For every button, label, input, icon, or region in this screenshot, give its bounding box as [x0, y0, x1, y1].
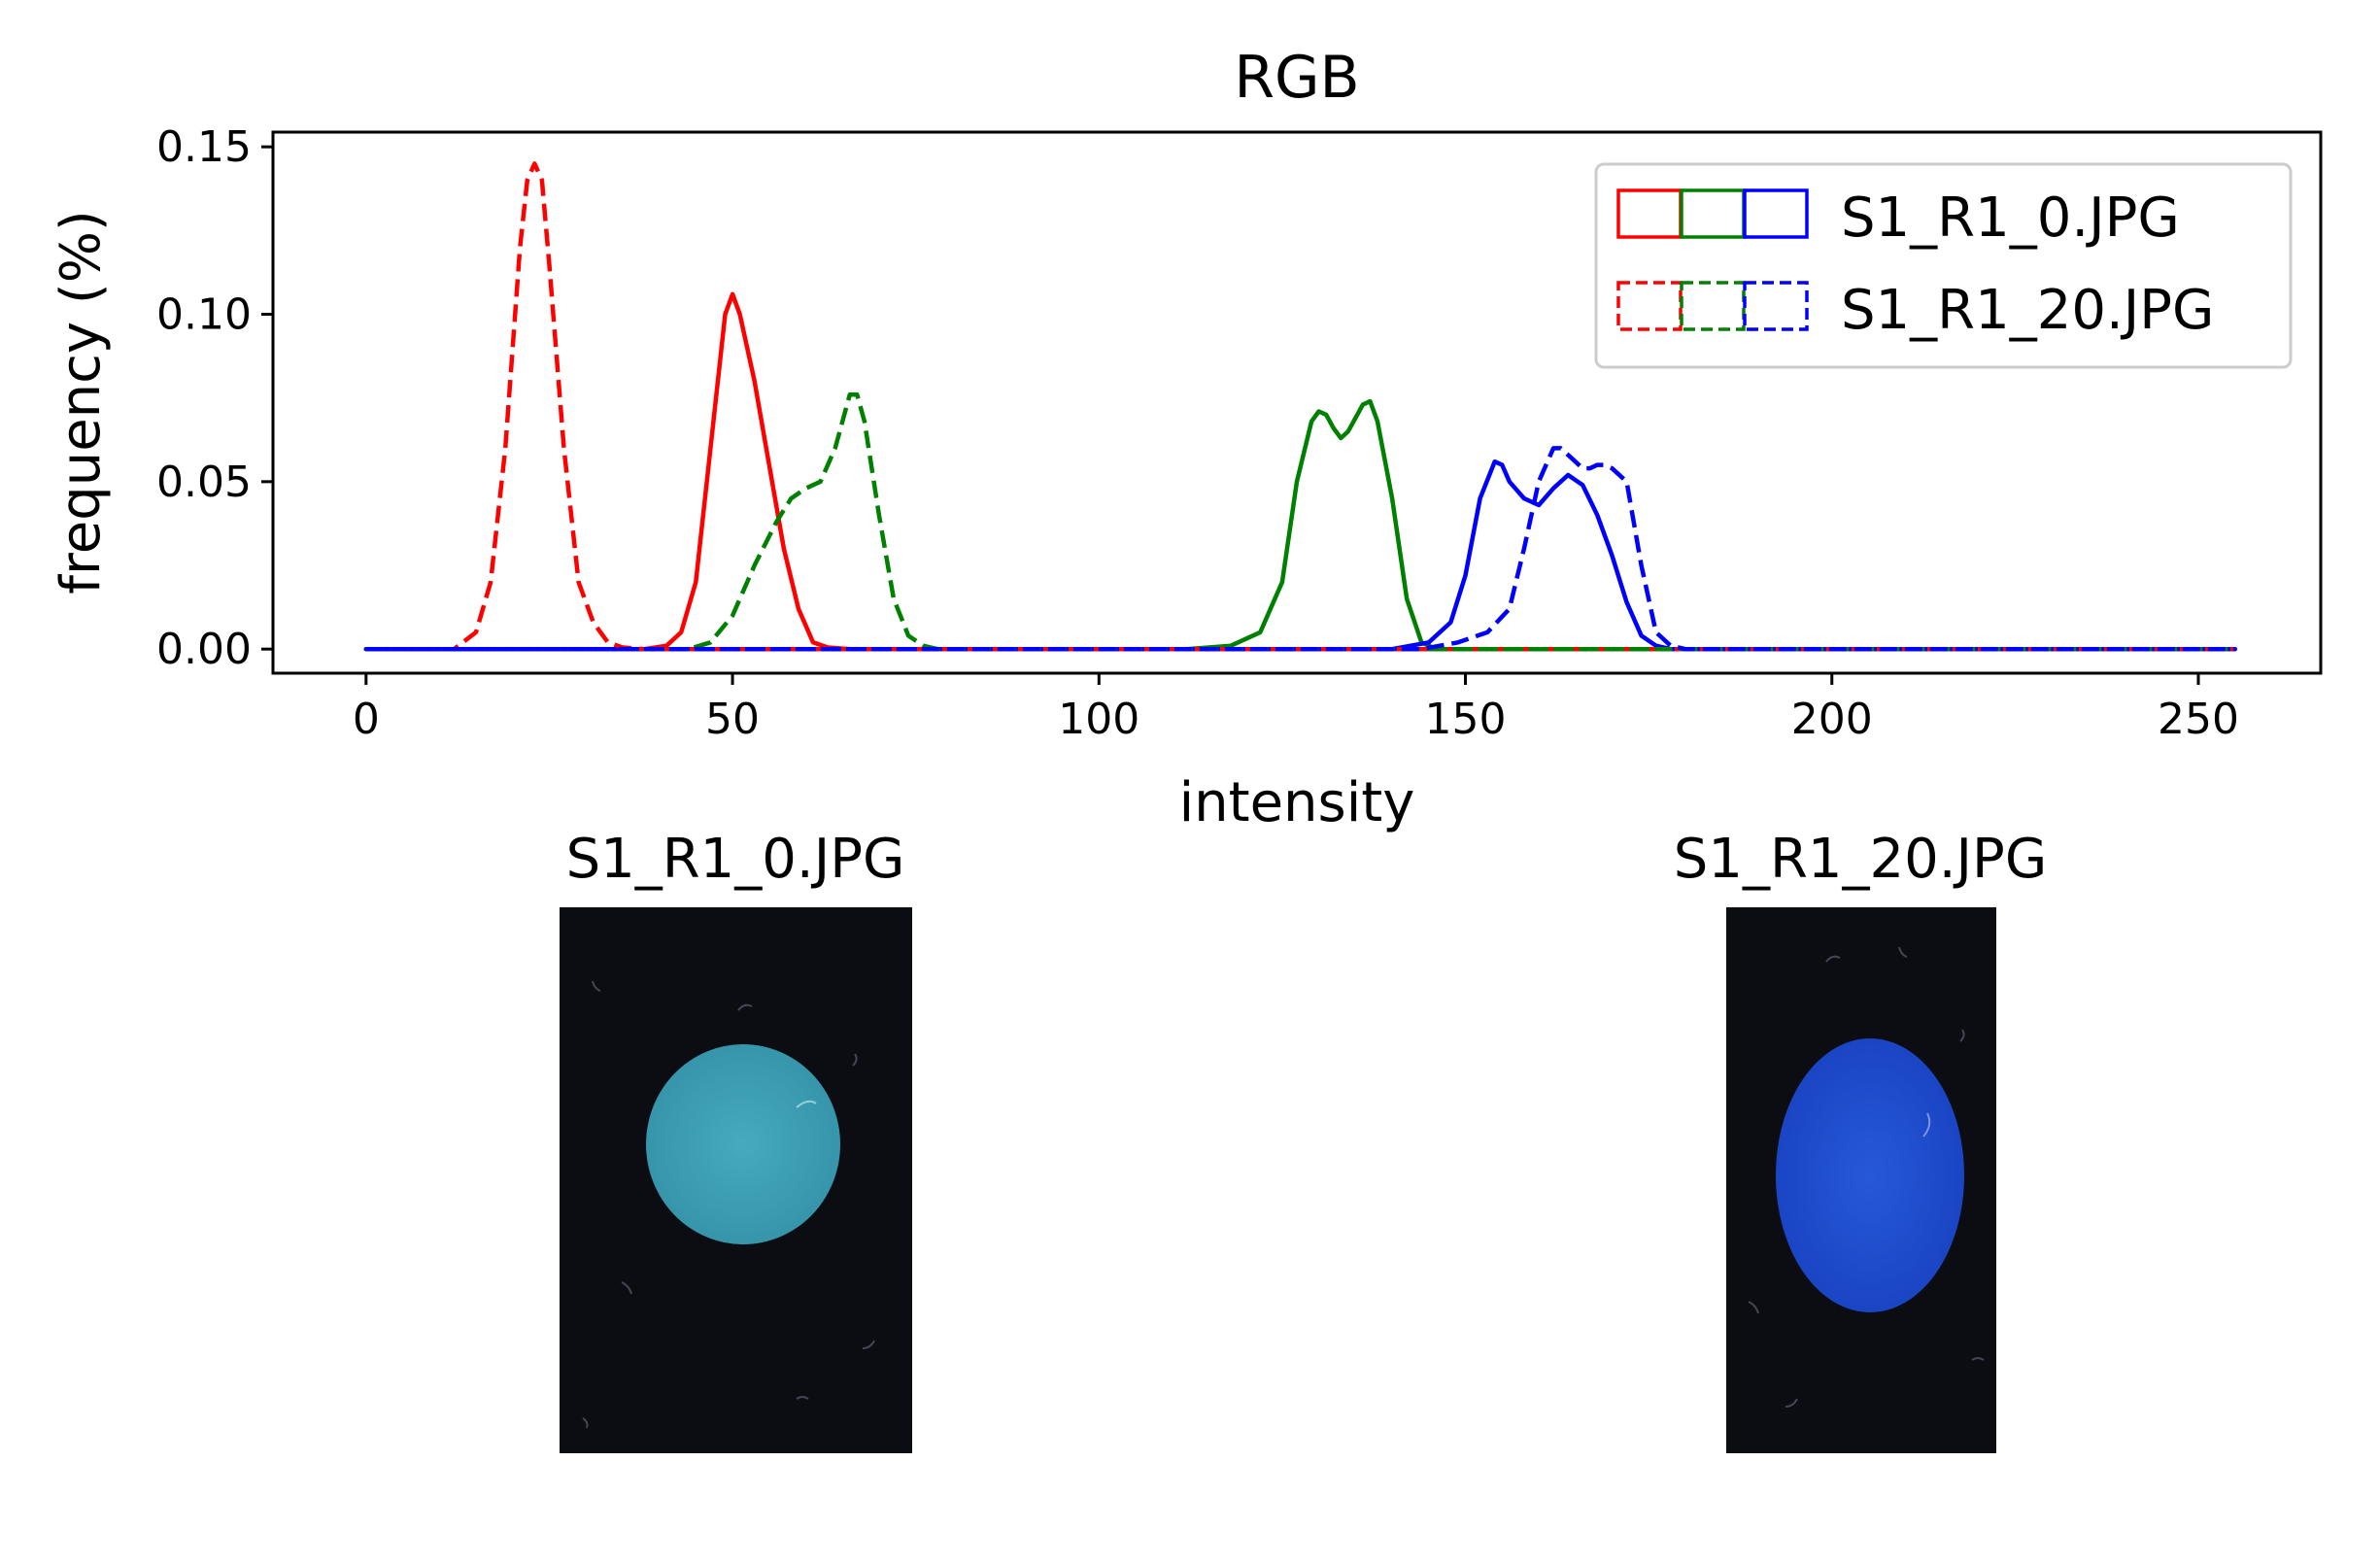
legend-patch-s1-r1-20-2: [1743, 281, 1809, 331]
x-tick-label: 200: [1791, 695, 1873, 744]
image-s1-r1-20: [1726, 907, 1996, 1453]
series-line-green-s1-r1-0: [363, 398, 2237, 652]
x-axis-ticks: 0 50 100 150 200 250: [353, 673, 2239, 744]
legend-label-s1-r1-20: S1_R1_20.JPG: [1841, 279, 2214, 342]
image-s1-r1-20-spot: [1776, 1038, 1964, 1312]
x-axis-label: intensity: [1179, 771, 1415, 834]
series-line-red-s1-r1-20: [365, 161, 2235, 652]
y-axis-label: frequency (%): [50, 210, 113, 595]
x-tick-label: 50: [705, 695, 760, 744]
x-tick-label: 0: [353, 695, 380, 744]
chart-title: RGB: [1234, 44, 1359, 112]
axes-frame: [271, 130, 2323, 675]
y-tick-label: 0.00: [156, 625, 252, 674]
legend-box: [1594, 162, 2293, 369]
y-tick-label: 0.15: [156, 122, 252, 172]
y-tick-label: 0.05: [156, 458, 252, 507]
x-tick-label: 100: [1058, 695, 1139, 744]
legend-label-s1-r1-0: S1_R1_0.JPG: [1841, 187, 2180, 250]
image-s1-r1-0: [560, 907, 912, 1453]
y-axis-ticks: 0.00 0.05 0.10 0.15: [156, 122, 273, 674]
series-line-blue-s1-r1-0: [363, 459, 2237, 652]
legend: S1_R1_0.JPG S1_R1_20.JPG: [1594, 162, 2293, 369]
x-tick-label: 250: [2158, 695, 2239, 744]
y-tick-label: 0.10: [156, 290, 252, 340]
image-title-s1-r1-20: S1_R1_20.JPG: [1674, 828, 2047, 891]
series-line-green-s1-r1-20: [365, 391, 2235, 652]
legend-patch-s1-r1-20-1: [1680, 281, 1746, 331]
x-tick-label: 150: [1425, 695, 1507, 744]
series-line-blue-s1-r1-20: [365, 446, 2235, 652]
image-title-s1-r1-0: S1_R1_0.JPG: [566, 828, 905, 891]
image-s1-r1-20-speckles: [1748, 946, 1985, 1408]
image-s1-r1-0-spot: [646, 1044, 840, 1244]
legend-patch-s1-r1-0-2: [1743, 188, 1809, 239]
plot-area: [363, 161, 2237, 652]
legend-patches: [1616, 188, 1809, 331]
legend-patch-s1-r1-20-0: [1616, 281, 1683, 331]
